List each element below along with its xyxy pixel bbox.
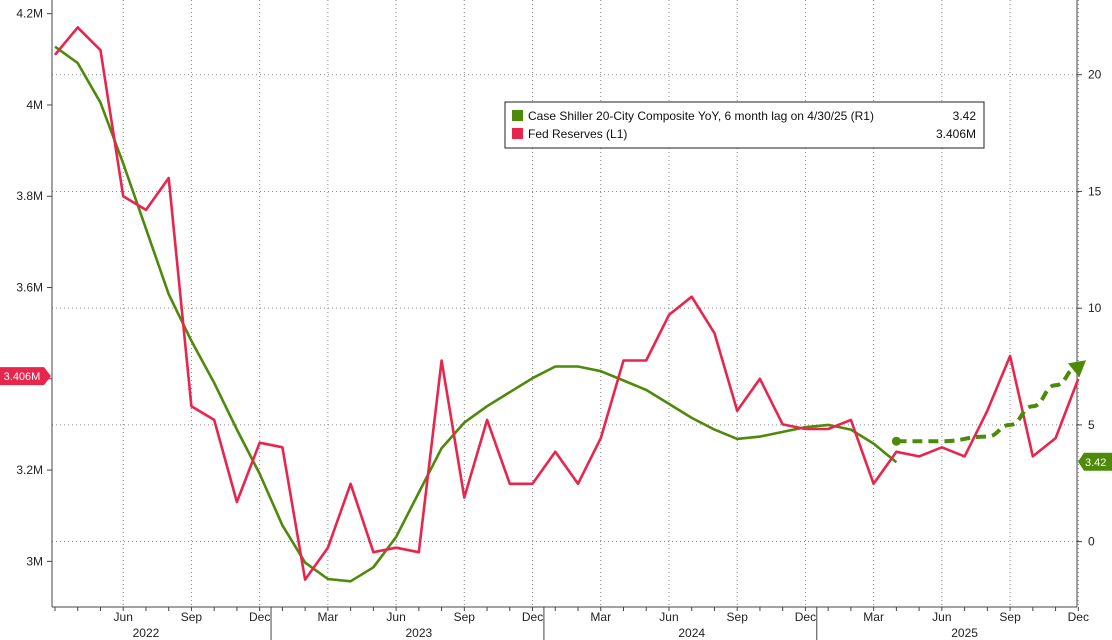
series-layer — [53, 26, 1087, 583]
x-tick-label: Jun — [659, 610, 678, 624]
left-tick-label: 3.8M — [16, 189, 43, 203]
legend: Case Shiller 20-City Composite YoY, 6 mo… — [504, 101, 985, 149]
x-tick-label: Sep — [999, 610, 1021, 624]
x-tick-label: Mar — [590, 610, 611, 624]
right-tick-label: 5 — [1088, 418, 1095, 432]
right-tick-label: 20 — [1088, 68, 1102, 82]
year-label: 2022 — [133, 626, 160, 640]
x-tick-label: Mar — [318, 610, 339, 624]
right-tick-label: 15 — [1088, 184, 1102, 198]
legend-value-fed-reserves: 3.406M — [936, 127, 976, 141]
legend-label-case-shiller: Case Shiller 20-City Composite YoY, 6 mo… — [528, 109, 874, 123]
right-value-tag — [1078, 452, 1112, 471]
year-label: 2025 — [951, 626, 978, 640]
x-tick-label: Sep — [454, 610, 476, 624]
case-shiller-line — [54, 45, 898, 583]
legend-label-fed-reserves: Fed Reserves (L1) — [528, 127, 627, 141]
fed-reserves-line — [53, 26, 1080, 581]
projection-dashed-line — [896, 364, 1079, 444]
left-tick-label: 4.2M — [16, 7, 43, 21]
x-tick-label: Dec — [1068, 610, 1089, 624]
x-tick-label: Sep — [727, 610, 749, 624]
x-tick-label: Sep — [181, 610, 203, 624]
x-tick-label: Jun — [932, 610, 951, 624]
year-label: 2023 — [405, 626, 432, 640]
legend-swatch-fed-reserves — [512, 128, 523, 139]
x-tick-label: Jun — [114, 610, 133, 624]
x-tick-label: Dec — [522, 610, 543, 624]
x-tick-label: Dec — [795, 610, 816, 624]
projection-arrowhead — [1067, 360, 1087, 378]
left-value-tag-text: 3.406M — [4, 371, 41, 383]
right-value-tag-text: 3.42 — [1085, 457, 1106, 469]
right-tick-label: 0 — [1088, 535, 1095, 549]
projection-start-dot — [891, 436, 901, 446]
legend-value-case-shiller: 3.42 — [953, 109, 977, 123]
axes: 3M3.2M3.4M3.6M3.8M4M4.2M05101520JunSepDe… — [16, 0, 1102, 640]
value-tags: 3.406M 3.42 — [0, 367, 1112, 471]
left-tick-label: 4M — [26, 98, 43, 112]
x-tick-label: Mar — [863, 610, 884, 624]
legend-box — [504, 101, 985, 149]
right-tick-label: 10 — [1088, 301, 1102, 315]
x-tick-label: Jun — [386, 610, 405, 624]
year-label: 2024 — [678, 626, 705, 640]
left-tick-label: 3.2M — [16, 463, 43, 477]
grid — [52, 0, 1079, 607]
left-tick-label: 3M — [26, 554, 43, 568]
left-value-tag — [0, 367, 51, 386]
legend-swatch-case-shiller — [512, 110, 523, 121]
x-tick-label: Dec — [249, 610, 270, 624]
left-tick-label: 3.6M — [16, 281, 43, 295]
